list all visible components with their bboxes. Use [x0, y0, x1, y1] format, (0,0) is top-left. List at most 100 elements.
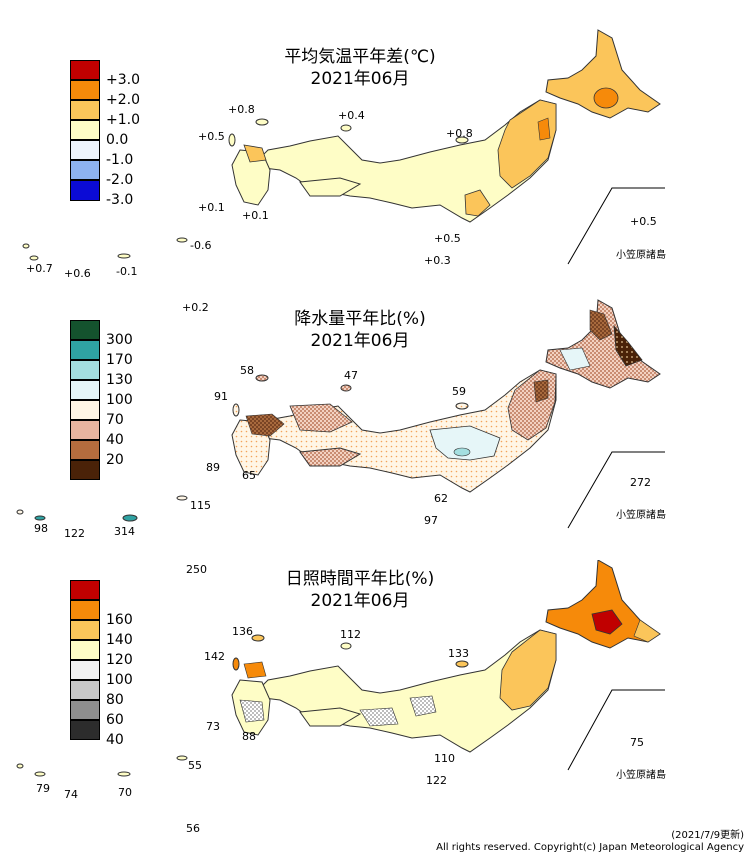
tohoku-sunny-region	[499, 629, 557, 711]
legend-swatch-5	[70, 400, 100, 420]
temperature-title: 平均気温平年差(℃) 2021年06月	[250, 46, 470, 90]
hokkaido-shape	[545, 299, 661, 389]
notojima-island	[455, 660, 469, 668]
legend-swatch-4	[70, 120, 100, 140]
oki-island	[340, 384, 352, 392]
legend-swatch-6	[70, 160, 100, 180]
kyushu-dull-region	[239, 699, 265, 723]
legend-label-1: 160	[106, 612, 133, 628]
notojima-island	[455, 136, 469, 144]
sado-island	[255, 374, 269, 382]
hokkaido-very-sunny-region	[591, 609, 623, 635]
legend-swatch-2	[70, 340, 100, 360]
legend-swatch-4	[70, 640, 100, 660]
legend-label-7: 20	[106, 452, 124, 468]
sun-value-izu-b: 122	[426, 774, 447, 787]
sunshine-title: 日照時間平年比(%) 2021年06月	[250, 568, 470, 612]
precip-value-ryukyu-a: 98	[34, 522, 48, 535]
legend-swatch-1	[70, 320, 100, 340]
hokkaido-hot-region	[593, 87, 619, 109]
copyright: All rights reserved. Copyright(c) Japan …	[436, 842, 744, 853]
precip-ogasawara-label: 小笠原諸島	[616, 510, 666, 521]
temp-value-izu-b: +0.3	[424, 254, 451, 267]
kyushu-dry-region	[245, 413, 285, 437]
kyushu-sunny-region	[243, 661, 267, 679]
legend-swatch-5	[70, 140, 100, 160]
legend-label-5: -1.0	[106, 152, 134, 168]
sun-value-ryukyu-a: 79	[36, 782, 50, 795]
sun-ogasawara-label: 小笠原諸島	[616, 770, 666, 781]
chugoku-dry-region	[289, 403, 353, 433]
tsushima-island	[232, 657, 240, 671]
ryukyu-1	[22, 243, 30, 249]
sunshine-title-line1: 日照時間平年比(%)	[285, 569, 435, 589]
hokkaido-shape	[545, 29, 661, 119]
precipitation-title-line2: 2021年06月	[310, 331, 410, 351]
legend-label-3: 130	[106, 372, 133, 388]
precip-value-daito: 250	[186, 563, 207, 576]
sun-value-ogasawara: 75	[630, 736, 644, 749]
temp-value-noto: +0.8	[446, 127, 473, 140]
temp-value-izu-a: +0.5	[434, 232, 461, 245]
sun-value-oki: 112	[340, 628, 361, 641]
footer: (2021/7/9更新) All rights reserved. Copyri…	[436, 830, 744, 854]
tohoku-warm-region	[497, 99, 557, 189]
hokkaido-very-dry-region	[613, 324, 643, 367]
legend-swatch-8	[70, 720, 100, 740]
ryukyu-1	[16, 509, 24, 515]
central-wetter-region	[453, 447, 471, 457]
oki-island	[340, 642, 352, 650]
legend-label-4: 100	[106, 672, 133, 688]
ryukyu-3	[117, 771, 131, 777]
temp-ogasawara-label: 小笠原諸島	[616, 250, 666, 261]
ryukyu-4	[176, 237, 188, 243]
temp-value-oki: +0.4	[338, 109, 365, 122]
legend-label-4: 0.0	[106, 132, 129, 148]
sun-value-izu-a: 110	[434, 752, 455, 765]
precipitation-title-line1: 降水量平年比(%)	[294, 309, 426, 329]
shikoku-shape	[299, 447, 362, 467]
sun-value-daito: 56	[186, 822, 200, 835]
precip-value-goto: 89	[206, 461, 220, 474]
legend-swatch-7	[70, 440, 100, 460]
ogasawara-inset-frame	[567, 451, 665, 529]
hokkaido-wet-region	[559, 347, 591, 371]
sunshine-title-line2: 2021年06月	[310, 591, 410, 611]
legend-label-2: +2.0	[106, 92, 140, 108]
legend-label-2: 170	[106, 352, 133, 368]
legend-swatch-3	[70, 620, 100, 640]
legend-label-7: -3.0	[106, 192, 134, 208]
legend-swatch-8	[70, 460, 100, 480]
precipitation-map	[16, 299, 665, 529]
legend-label-4: 100	[106, 392, 133, 408]
temp-value-sado: +0.8	[228, 103, 255, 116]
tohoku-dry-region	[507, 369, 557, 441]
legend-swatch-7	[70, 700, 100, 720]
tsushima-island	[232, 403, 240, 417]
sado-island	[251, 634, 265, 642]
precipitation-panel: 降水量平年比(%) 2021年06月 300 170 130 100 70 40…	[0, 290, 750, 575]
legend-swatch-3	[70, 360, 100, 380]
temp-value-tsushima: +0.5	[198, 130, 225, 143]
legend-swatch-1	[70, 60, 100, 80]
temp-value-ryukyu-b: +0.6	[64, 267, 91, 280]
honshu-shape	[257, 369, 557, 493]
sun-value-sado: 136	[232, 625, 253, 638]
ryukyu-2	[34, 515, 46, 521]
legend-label-3: +1.0	[106, 112, 140, 128]
sun-value-koshiki: 88	[242, 730, 256, 743]
legend-swatch-3	[70, 100, 100, 120]
legend-swatch-7	[70, 180, 100, 201]
legend-label-6: -2.0	[106, 172, 134, 188]
precip-value-oki: 47	[344, 369, 358, 382]
temp-value-goto: +0.1	[198, 201, 225, 214]
legend-label-7: 40	[106, 732, 124, 748]
legend-label-2: 140	[106, 632, 133, 648]
precip-value-ryukyu-c: 314	[114, 525, 135, 538]
ogasawara-inset-frame	[567, 689, 665, 771]
shikoku-shape	[299, 177, 362, 197]
precip-value-tsushima: 91	[214, 390, 228, 403]
ryukyu-4	[176, 755, 188, 761]
hokkaido-shape	[545, 560, 661, 649]
temperature-title-line1: 平均気温平年差(℃)	[284, 47, 436, 67]
